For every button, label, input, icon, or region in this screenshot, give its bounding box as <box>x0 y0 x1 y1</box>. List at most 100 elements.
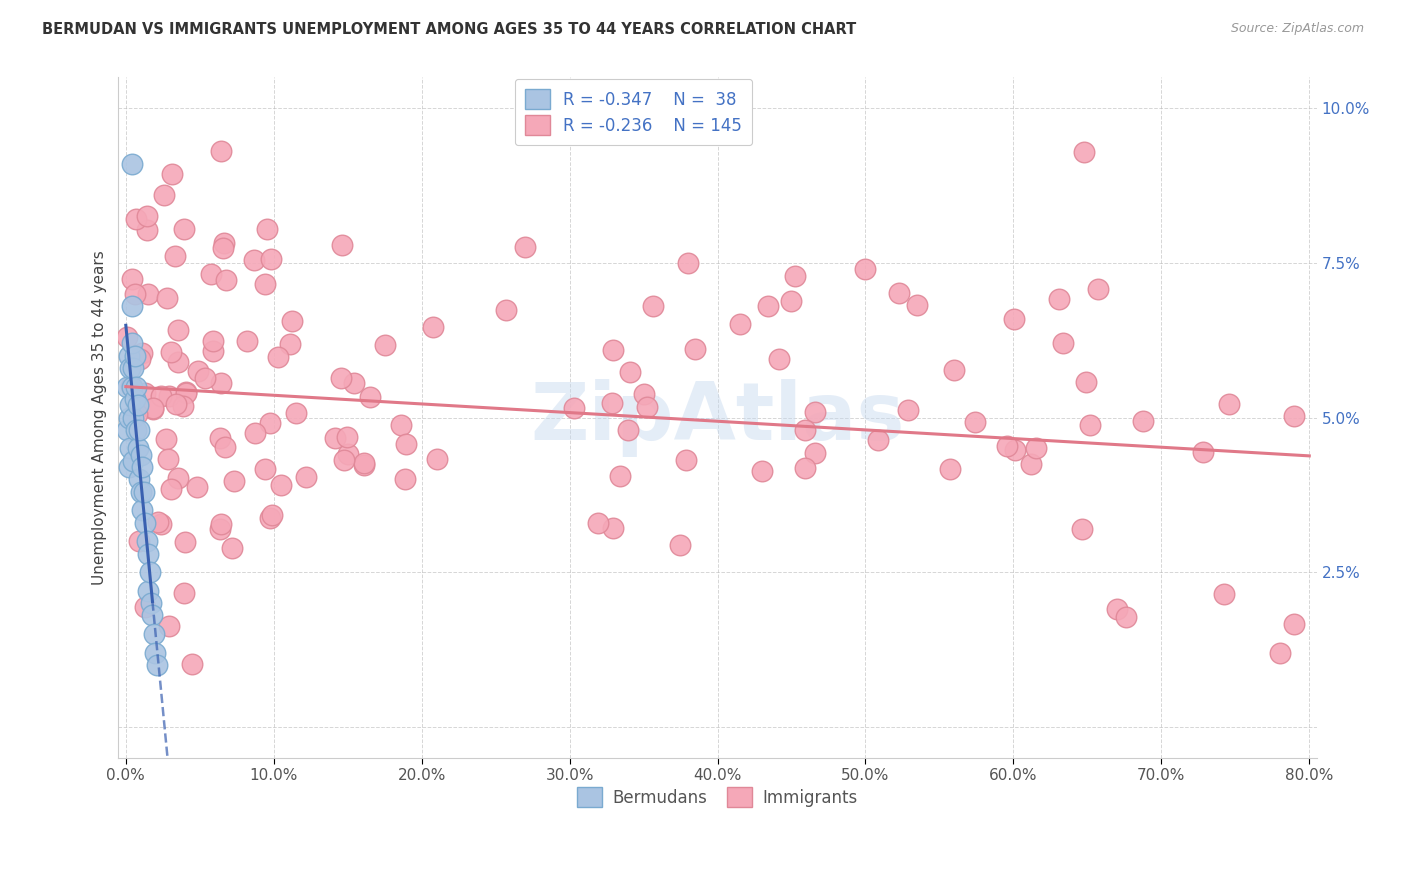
Point <box>243 252 266 267</box>
Point <box>136 222 159 236</box>
Point <box>166 471 188 485</box>
Point <box>336 430 359 444</box>
Point <box>259 252 281 266</box>
Point <box>897 402 920 417</box>
Text: Source: ZipAtlas.com: Source: ZipAtlas.com <box>1230 22 1364 36</box>
Point <box>602 521 624 535</box>
Point <box>128 352 150 367</box>
Point <box>1025 441 1047 455</box>
Point <box>136 547 159 561</box>
Point <box>256 221 278 235</box>
Point <box>1047 292 1070 306</box>
Point <box>167 323 190 337</box>
Point <box>1115 610 1137 624</box>
Point <box>278 336 301 351</box>
Point <box>174 386 197 401</box>
Point <box>260 508 283 523</box>
Point <box>194 371 217 385</box>
Point <box>138 565 160 579</box>
Point <box>124 349 146 363</box>
Point <box>187 363 209 377</box>
Point <box>1105 602 1128 616</box>
Point <box>135 534 157 549</box>
Point <box>259 416 281 430</box>
Point <box>209 517 232 532</box>
Point <box>142 401 165 416</box>
Point <box>121 379 143 393</box>
Y-axis label: Unemployment Among Ages 35 to 44 years: Unemployment Among Ages 35 to 44 years <box>93 250 107 585</box>
Point <box>174 535 197 549</box>
Point <box>127 442 149 456</box>
Point <box>146 657 169 672</box>
Point <box>343 376 366 390</box>
Point <box>1071 522 1094 536</box>
Point <box>127 398 149 412</box>
Point <box>1073 145 1095 159</box>
Point <box>125 379 148 393</box>
Point <box>139 596 162 610</box>
Point <box>1052 335 1074 350</box>
Point <box>1132 414 1154 428</box>
Point <box>1212 587 1234 601</box>
Point <box>1218 397 1240 411</box>
Point <box>280 314 302 328</box>
Point <box>134 600 156 615</box>
Point <box>1284 617 1306 632</box>
Point <box>142 402 165 417</box>
Point <box>153 188 176 202</box>
Point <box>609 468 631 483</box>
Point <box>780 293 803 308</box>
Point <box>353 458 375 472</box>
Point <box>855 262 877 277</box>
Point <box>129 448 152 462</box>
Point <box>600 395 623 409</box>
Point <box>148 516 170 530</box>
Point <box>135 209 157 223</box>
Point <box>617 423 640 437</box>
Point <box>224 474 246 488</box>
Point <box>270 478 292 492</box>
Point <box>212 235 235 250</box>
Point <box>259 511 281 525</box>
Point <box>121 157 143 171</box>
Text: ZipAtlas: ZipAtlas <box>530 378 905 457</box>
Point <box>1268 646 1291 660</box>
Point <box>129 484 152 499</box>
Point <box>675 453 697 467</box>
Point <box>150 517 173 532</box>
Point <box>131 345 153 359</box>
Point <box>323 431 346 445</box>
Point <box>943 363 966 377</box>
Point <box>425 452 447 467</box>
Point <box>157 389 180 403</box>
Point <box>124 286 146 301</box>
Point <box>254 462 277 476</box>
Point <box>389 417 412 432</box>
Point <box>588 516 610 531</box>
Point <box>120 442 142 456</box>
Point <box>513 240 536 254</box>
Point <box>336 446 359 460</box>
Point <box>329 371 352 385</box>
Point <box>965 415 987 429</box>
Legend: Bermudans, Immigrants: Bermudans, Immigrants <box>571 780 865 814</box>
Point <box>160 167 183 181</box>
Point <box>173 222 195 236</box>
Point <box>128 423 150 437</box>
Point <box>1284 409 1306 424</box>
Point <box>167 355 190 369</box>
Point <box>117 329 139 343</box>
Point <box>160 345 183 359</box>
Point <box>131 460 153 475</box>
Point <box>134 385 156 400</box>
Point <box>214 440 236 454</box>
Point <box>165 396 187 410</box>
Point <box>120 398 142 412</box>
Point <box>221 541 243 555</box>
Point <box>1004 442 1026 457</box>
Point <box>202 334 225 348</box>
Point <box>160 482 183 496</box>
Point <box>939 462 962 476</box>
Point <box>359 390 381 404</box>
Point <box>145 646 167 660</box>
